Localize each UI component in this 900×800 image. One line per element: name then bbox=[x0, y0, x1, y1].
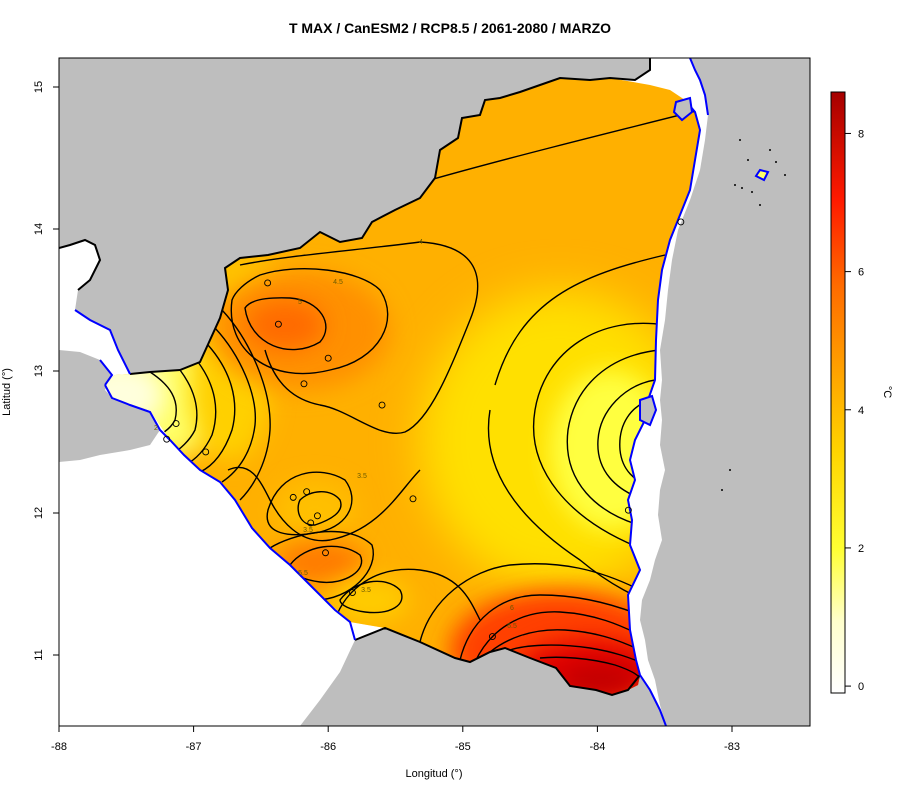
x-tick-label: -85 bbox=[455, 741, 471, 753]
station-marker bbox=[307, 519, 315, 527]
colorbar-tick-label: 2 bbox=[858, 543, 864, 555]
contour-label: 3.5 bbox=[303, 527, 313, 534]
contour-labels: 5 4.5 4 3.5 3.5 5.5 3.5 6 6.5 2 bbox=[154, 239, 517, 630]
station-marker bbox=[324, 354, 332, 362]
station-marker bbox=[409, 495, 417, 503]
colorbar-tick-label: 8 bbox=[858, 128, 864, 140]
station-marker bbox=[313, 512, 321, 520]
colorbar bbox=[830, 91, 846, 694]
contour-label: 3.5 bbox=[357, 473, 367, 480]
station-marker bbox=[624, 506, 632, 514]
contour-label: 5 bbox=[298, 299, 302, 306]
station-marker bbox=[289, 493, 297, 501]
y-tick-label: 13 bbox=[33, 365, 45, 377]
y-tick-label: 15 bbox=[33, 81, 45, 93]
cays bbox=[721, 139, 786, 491]
station-marker bbox=[677, 218, 685, 226]
country-borders bbox=[59, 58, 651, 697]
x-tick-label: -87 bbox=[186, 741, 202, 753]
station-marker bbox=[264, 279, 272, 287]
map-title: T MAX / CanESM2 / RCP8.5 / 2061-2080 / M… bbox=[288, 20, 612, 36]
station-marker bbox=[300, 380, 308, 388]
colorbar-tick-label: 0 bbox=[858, 681, 864, 693]
station-marker bbox=[488, 633, 496, 640]
colorbar-tick-label: 6 bbox=[858, 267, 864, 279]
x-tick-label: -84 bbox=[589, 741, 605, 753]
contour-label: 6 bbox=[510, 605, 514, 612]
contour-label: 3.5 bbox=[361, 587, 371, 594]
station-marker bbox=[274, 320, 282, 328]
station-marker bbox=[172, 420, 180, 427]
colorbar-tick-label: 4 bbox=[858, 405, 864, 417]
station-marker bbox=[202, 448, 210, 456]
coastlines bbox=[74, 58, 770, 726]
el-salvador-land bbox=[59, 350, 160, 462]
y-tick-label: 11 bbox=[33, 649, 45, 660]
contour-label: 5.5 bbox=[298, 570, 308, 577]
y-axis: 11 12 13 14 15 bbox=[33, 81, 60, 661]
y-axis-label: Latitud (°) bbox=[1, 368, 13, 416]
station-marker bbox=[163, 435, 171, 443]
x-tick-label: -86 bbox=[320, 741, 336, 753]
station-marker bbox=[322, 549, 329, 557]
station-marker bbox=[378, 401, 386, 409]
colorbar-ticks: 0 2 4 6 8 bbox=[845, 128, 864, 693]
x-tick-label: -83 bbox=[724, 741, 740, 753]
caribbean-land bbox=[640, 58, 810, 726]
contour-lines bbox=[149, 109, 700, 679]
x-axis: -88 -87 -86 -85 -84 -83 bbox=[51, 725, 740, 753]
stations bbox=[163, 218, 685, 640]
contour-label: 4.5 bbox=[333, 279, 343, 286]
x-tick-label: -88 bbox=[51, 741, 67, 753]
costa-rica-land bbox=[300, 628, 666, 726]
station-marker bbox=[348, 589, 356, 596]
station-marker bbox=[303, 488, 311, 496]
contour-label: 6.5 bbox=[507, 623, 517, 630]
x-axis-label: Longitud (°) bbox=[406, 768, 463, 780]
colorbar-unit: °C bbox=[881, 386, 893, 398]
y-tick-label: 12 bbox=[33, 507, 45, 519]
contour-label: 4 bbox=[419, 239, 423, 246]
contour-label: 2 bbox=[154, 425, 158, 432]
honduras-land bbox=[59, 58, 650, 374]
y-tick-label: 14 bbox=[33, 223, 45, 235]
